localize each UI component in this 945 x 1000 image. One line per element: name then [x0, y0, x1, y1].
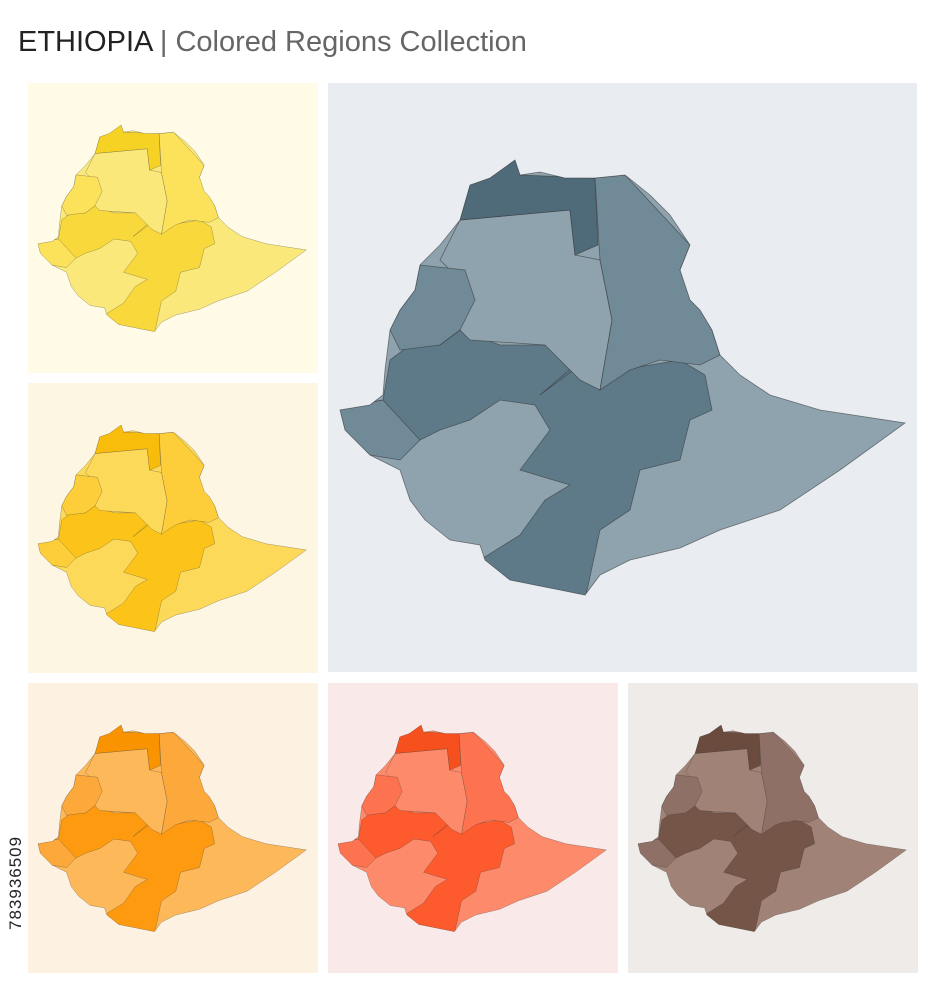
- title: ETHIOPIA: [18, 26, 152, 58]
- separator: |: [159, 26, 168, 58]
- subtitle: Colored Regions Collection: [175, 26, 527, 58]
- watermark-id: 783936509: [6, 835, 25, 930]
- header: ETHIOPIA | Colored Regions Collection: [18, 26, 527, 59]
